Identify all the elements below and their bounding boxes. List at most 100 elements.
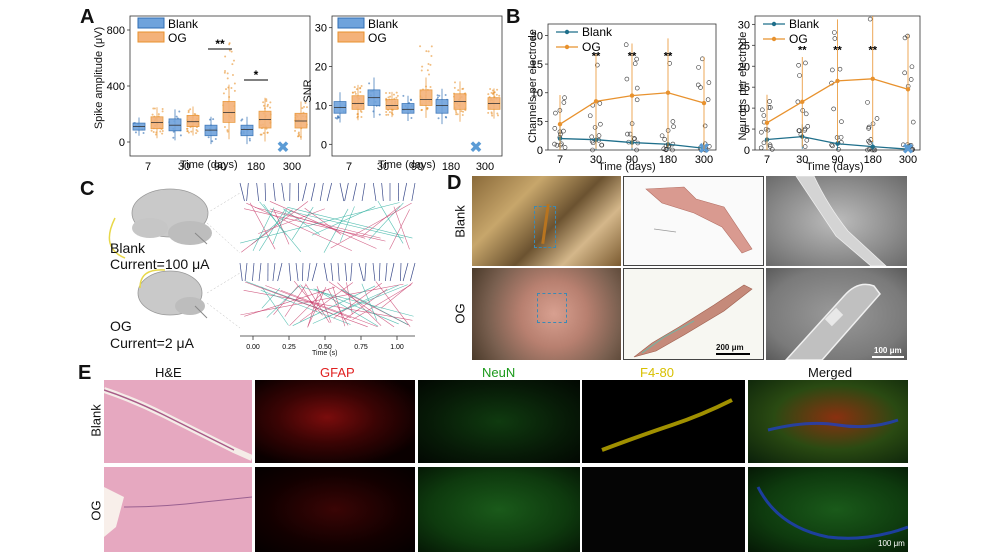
x-tick-label: 180 bbox=[659, 154, 677, 166]
time-tick-label: 0.50 bbox=[318, 344, 332, 351]
activation-line bbox=[361, 205, 401, 237]
data-point bbox=[262, 132, 265, 135]
x-tick-label: 90 bbox=[626, 154, 638, 166]
box bbox=[385, 99, 399, 110]
e-col-gfap: GFAP bbox=[320, 365, 355, 380]
activation-line bbox=[256, 182, 260, 202]
data-point bbox=[231, 63, 234, 66]
panel-a-xlabel-1: Time (days) bbox=[180, 159, 238, 171]
activation-line bbox=[265, 285, 352, 319]
activation-line bbox=[284, 284, 307, 317]
data-point bbox=[430, 54, 433, 57]
activation-line bbox=[332, 286, 346, 327]
e-row-og: OG bbox=[88, 500, 104, 521]
data-point bbox=[157, 113, 160, 116]
activation-line bbox=[330, 262, 334, 282]
data-point bbox=[765, 127, 771, 133]
data-point bbox=[222, 92, 225, 95]
data-point bbox=[552, 126, 558, 131]
data-point bbox=[226, 129, 229, 132]
legend-label-og: OG bbox=[168, 31, 187, 45]
data-point bbox=[233, 89, 236, 92]
x-tick-label: 90 bbox=[831, 154, 843, 166]
activation-line bbox=[313, 288, 399, 325]
data-point bbox=[867, 140, 872, 145]
data-point bbox=[429, 63, 432, 66]
data-point bbox=[666, 144, 672, 149]
data-point bbox=[455, 113, 458, 116]
data-point bbox=[802, 126, 808, 132]
y-tick-label: 10 bbox=[738, 103, 750, 115]
d-row-og: OG bbox=[452, 303, 468, 324]
data-point bbox=[211, 140, 214, 143]
box bbox=[435, 99, 449, 114]
panel-letter-e: E bbox=[78, 362, 92, 384]
data-point bbox=[632, 61, 638, 66]
data-point bbox=[419, 45, 422, 48]
activation-line bbox=[245, 281, 368, 328]
data-point bbox=[172, 130, 175, 133]
e-og-he bbox=[104, 467, 252, 552]
data-point bbox=[427, 63, 430, 66]
activation-line bbox=[249, 202, 276, 250]
data-point bbox=[240, 119, 243, 122]
data-point bbox=[596, 133, 602, 138]
panel-c-figure: 0.00 0.25 0.50 0.75 1.00 bbox=[108, 182, 416, 351]
data-point bbox=[134, 131, 137, 134]
data-point bbox=[491, 114, 494, 117]
data-point bbox=[352, 91, 355, 94]
time-tick-label: 0.00 bbox=[246, 344, 260, 351]
data-point bbox=[553, 110, 558, 116]
d-og-sem: 100 μm bbox=[766, 268, 907, 360]
activation-line bbox=[344, 262, 348, 282]
activation-line bbox=[330, 202, 412, 249]
data-point bbox=[490, 112, 493, 115]
d-scale-label-2: 100 μm bbox=[874, 346, 902, 355]
data-point bbox=[909, 147, 915, 153]
data-point bbox=[172, 136, 175, 139]
y-tick-label: 20 bbox=[531, 30, 543, 42]
data-point bbox=[430, 45, 433, 48]
activation-line bbox=[400, 262, 402, 282]
activation-line bbox=[307, 287, 327, 327]
x-tick-label: 300 bbox=[695, 154, 713, 166]
data-point bbox=[388, 92, 391, 95]
activation-line bbox=[364, 262, 367, 282]
x-tick-label: 7 bbox=[346, 161, 352, 173]
activation-line bbox=[239, 182, 245, 202]
activation-line bbox=[328, 281, 395, 328]
activation-line bbox=[293, 280, 323, 316]
data-point bbox=[426, 107, 429, 110]
activation-line bbox=[280, 289, 378, 328]
data-point bbox=[599, 142, 605, 148]
significance-label: * bbox=[254, 68, 259, 82]
data-point bbox=[248, 139, 251, 142]
data-point bbox=[360, 84, 363, 87]
x-tick-label: 300 bbox=[283, 161, 301, 173]
data-point bbox=[354, 90, 357, 93]
data-point bbox=[425, 50, 428, 53]
data-point bbox=[195, 132, 198, 135]
data-point bbox=[800, 108, 806, 113]
significance-label: ** bbox=[628, 50, 637, 62]
y-tick-label: 5 bbox=[744, 124, 750, 136]
data-point bbox=[142, 131, 145, 134]
data-point bbox=[265, 98, 268, 101]
activation-line bbox=[272, 182, 276, 202]
c-og-current: Current=2 μA bbox=[110, 335, 194, 351]
activation-line bbox=[409, 262, 416, 282]
d-scale-bar-2 bbox=[872, 356, 904, 358]
data-point bbox=[487, 111, 490, 114]
y-tick-label: 0 bbox=[119, 137, 125, 149]
data-point bbox=[902, 70, 907, 76]
data-point bbox=[670, 119, 676, 124]
data-point bbox=[496, 88, 499, 91]
activation-line bbox=[381, 182, 384, 202]
activation-line bbox=[302, 182, 308, 202]
data-point bbox=[867, 16, 873, 22]
data-point bbox=[597, 101, 603, 106]
data-point bbox=[624, 76, 630, 82]
data-point bbox=[427, 50, 430, 53]
